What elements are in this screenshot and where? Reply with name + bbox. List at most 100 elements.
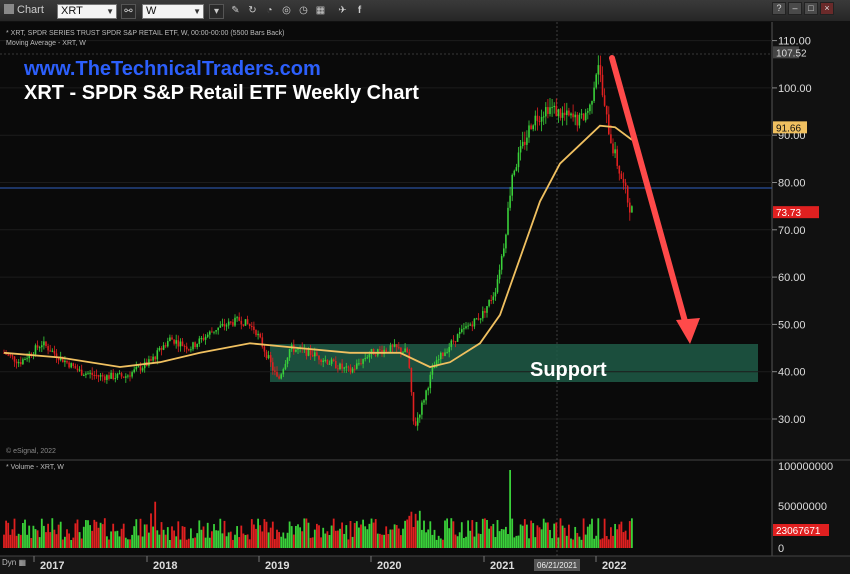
symbol-input[interactable]: XRT ▼ [57,4,117,19]
candle-body [185,346,188,350]
settings-icon[interactable]: ▾ [209,4,224,19]
volume-bar [343,533,346,548]
candle-body [616,149,618,166]
close-button[interactable]: × [820,2,834,15]
candle-body [286,357,289,364]
volume-bar [469,530,472,548]
candle-body [589,104,591,112]
volume-bar [425,532,427,548]
candle-body [215,330,217,332]
volume-bar [156,530,159,548]
support-label: Support [530,359,607,381]
candle-body [297,348,299,350]
volume-bar [232,539,234,548]
candle-body [282,369,285,375]
volume-bar [534,537,537,548]
candle-body [612,143,614,154]
volume-bar [120,528,123,548]
candle-body [465,326,467,329]
candle-body [112,372,114,379]
volume-bar [416,520,419,548]
candle-body [597,65,600,75]
price-tick-label: 60.00 [778,272,806,284]
candle-body [198,338,201,344]
volume-bar [106,536,108,548]
candle-body [332,359,335,362]
year-label: 2017 [40,560,64,572]
candle-body [236,317,238,319]
volume-bar [139,518,142,548]
volume-bar [471,520,474,548]
candle-body [116,373,119,378]
volume-tick-label: 0 [778,543,784,555]
volume-bar [259,525,262,548]
candle-body [631,206,633,213]
candle-body [141,368,144,371]
volume-bar [389,529,392,548]
clock-icon[interactable]: ◷ [299,5,308,16]
candle-body [173,339,175,344]
volume-bar [141,536,144,548]
volume-bar [610,527,612,548]
candle-body [248,323,251,326]
candle-body [139,366,142,371]
volume-bar [538,527,541,548]
cursor-date-label: 06/21/2021 [537,561,578,570]
volume-bar [435,539,438,548]
volume-bar [175,536,178,548]
gauge-icon[interactable]: ◔ [266,5,273,16]
volume-bar [61,539,64,548]
candle-body [45,341,47,347]
volume-bar [561,525,564,548]
volume-bar [612,535,614,548]
candle-body [225,325,228,327]
candle-body [366,357,369,359]
candle-body [530,125,532,130]
refresh-icon[interactable]: ↻ [248,5,257,16]
maximize-button[interactable]: □ [804,2,818,15]
candle-body [267,355,270,359]
minimize-button[interactable]: – [788,2,802,15]
volume-bar [603,518,606,548]
volume-bar [22,522,24,548]
volume-bar [429,521,432,548]
candle-body [385,349,387,352]
interval-select[interactable]: W ▼ [142,4,204,19]
candle-body [402,352,404,354]
candle-body [64,360,66,363]
app-label[interactable]: Chart [4,4,44,16]
volume-bar [465,536,467,548]
candle-body [284,363,287,370]
volume-bar [133,526,136,548]
help-button[interactable]: ? [772,2,786,15]
volume-bar [87,520,89,548]
target-icon[interactable]: ◎ [282,5,291,16]
link-icon[interactable]: ⚯ [121,4,136,19]
volume-bar [292,534,295,548]
volume-bar [116,530,119,548]
volume-bar [322,527,325,548]
grid-icon[interactable]: ▦ [315,5,326,16]
candle-body [570,113,572,116]
volume-bar [412,526,415,548]
pencil-icon[interactable]: ✎ [231,5,240,16]
candle-body [515,167,518,171]
candle-body [150,359,152,361]
volume-bar [559,518,562,548]
volume-bar [496,520,499,548]
volume-bar [253,524,255,548]
volume-bar [597,518,600,548]
candle-body [164,345,167,347]
volume-bar [400,535,402,548]
twitter-icon[interactable]: ✈ [338,5,347,16]
candle-body [53,350,56,354]
last-price-marker-bg [773,206,819,219]
facebook-icon[interactable]: f [357,5,362,16]
volume-bar [181,526,184,548]
price-tick-label: 110.00 [778,36,811,48]
volume-bar [544,522,547,548]
dyn-toggle[interactable]: Dyn ▦ [2,558,27,567]
candle-body [13,356,16,362]
volume-bar [311,537,314,548]
